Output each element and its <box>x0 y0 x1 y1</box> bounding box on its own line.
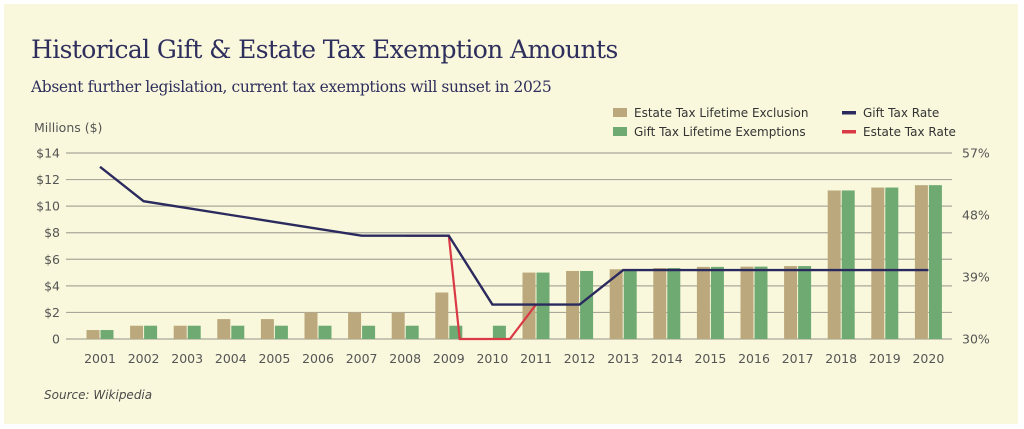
bar-estate-exclusion <box>304 312 318 339</box>
y-tick-label: $14 <box>36 146 60 161</box>
y-tick-label: 0 <box>52 332 60 347</box>
bar-gift-exemption <box>536 272 550 339</box>
bar-gift-exemption <box>885 187 899 339</box>
source-note: Source: Wikipedia <box>44 388 153 402</box>
y2-tick-label: 57% <box>962 146 990 161</box>
x-tick-label: 2017 <box>782 351 814 366</box>
bar-gift-exemption <box>928 185 942 339</box>
x-tick-label: 2014 <box>651 351 683 366</box>
legend-swatch <box>842 130 856 134</box>
x-tick-label: 2003 <box>171 351 203 366</box>
bar-estate-exclusion <box>696 266 710 339</box>
legend-label: Estate Tax Rate <box>863 125 956 139</box>
legend-swatch <box>613 127 627 136</box>
y-tick-label: $6 <box>44 252 60 267</box>
bar-estate-exclusion <box>827 190 841 339</box>
x-tick-label: 2002 <box>128 351 160 366</box>
y-tick-label: $12 <box>36 172 60 187</box>
legend-swatch <box>613 108 627 117</box>
x-tick-label: 2010 <box>476 351 508 366</box>
bar-estate-exclusion <box>348 312 362 339</box>
bar-gift-exemption <box>841 190 855 339</box>
x-tick-label: 2004 <box>215 351 247 366</box>
bar-gift-exemption <box>667 268 681 339</box>
x-tick-label: 2013 <box>607 351 639 366</box>
y-tick-label: $4 <box>44 278 60 293</box>
bar-estate-exclusion <box>86 330 100 339</box>
y-tick-label: $10 <box>36 199 60 214</box>
bar-gift-exemption <box>231 325 245 339</box>
x-tick-label: 2015 <box>694 351 726 366</box>
legend-label: Gift Tax Rate <box>863 106 939 120</box>
bar-estate-exclusion <box>435 292 449 339</box>
x-tick-label: 2008 <box>389 351 421 366</box>
legend-label: Gift Tax Lifetime Exemptions <box>634 125 806 139</box>
bar-gift-exemption <box>405 325 419 339</box>
x-tick-label: 2020 <box>912 351 944 366</box>
bar-gift-exemption <box>710 266 724 339</box>
bar-gift-exemption <box>144 325 158 339</box>
bar-estate-exclusion <box>522 272 536 339</box>
legend-swatch <box>842 111 856 115</box>
y-tick-label: $2 <box>44 305 60 320</box>
bar-estate-exclusion <box>173 325 187 339</box>
x-tick-label: 2016 <box>738 351 770 366</box>
bar-estate-exclusion <box>130 325 144 339</box>
x-tick-label: 2007 <box>346 351 378 366</box>
y2-tick-label: 30% <box>962 332 990 347</box>
bar-gift-exemption <box>318 325 332 339</box>
bar-gift-exemption <box>100 330 114 339</box>
bar-estate-exclusion <box>653 268 667 339</box>
x-tick-label: 2012 <box>564 351 596 366</box>
legend: Estate Tax Lifetime Exclusion Gift Tax Li… <box>613 106 956 139</box>
x-tick-label: 2005 <box>258 351 290 366</box>
estate-tax-rate-line <box>405 234 537 341</box>
bar-estate-exclusion <box>914 185 928 339</box>
bar-estate-exclusion <box>609 269 623 339</box>
y2-tick-label: 48% <box>962 208 990 223</box>
y-tick-label: $8 <box>44 225 60 240</box>
y2-tick-label: 39% <box>962 270 990 285</box>
bar-estate-exclusion <box>871 187 885 339</box>
bar-gift-exemption <box>580 270 594 339</box>
bar-estate-exclusion <box>740 266 754 339</box>
bar-gift-exemption <box>492 325 506 339</box>
x-tick-label: 2011 <box>520 351 552 366</box>
y-axis-label: Millions ($) <box>34 120 102 135</box>
chart-title: Historical Gift & Estate Tax Exemption A… <box>31 35 618 64</box>
bar-estate-exclusion <box>217 319 231 339</box>
bar-gift-exemption <box>754 266 768 339</box>
x-tick-label: 2009 <box>433 351 465 366</box>
x-tick-label: 2018 <box>825 351 857 366</box>
chart-subtitle: Absent further legislation, current tax … <box>31 78 552 96</box>
x-tick-label: 2001 <box>84 351 116 366</box>
bar-estate-exclusion <box>260 319 274 339</box>
bar-estate-exclusion <box>784 266 798 339</box>
bar-estate-exclusion <box>391 312 405 339</box>
bar-gift-exemption <box>623 269 637 339</box>
bar-gift-exemption <box>274 325 288 339</box>
bar-gift-exemption <box>187 325 201 339</box>
gift-tax-rate-line <box>99 165 929 306</box>
bar-gift-exemption <box>362 325 376 339</box>
x-tick-label: 2019 <box>869 351 901 366</box>
legend-label: Estate Tax Lifetime Exclusion <box>634 106 809 120</box>
x-tick-label: 2006 <box>302 351 334 366</box>
bar-gift-exemption <box>798 266 812 339</box>
